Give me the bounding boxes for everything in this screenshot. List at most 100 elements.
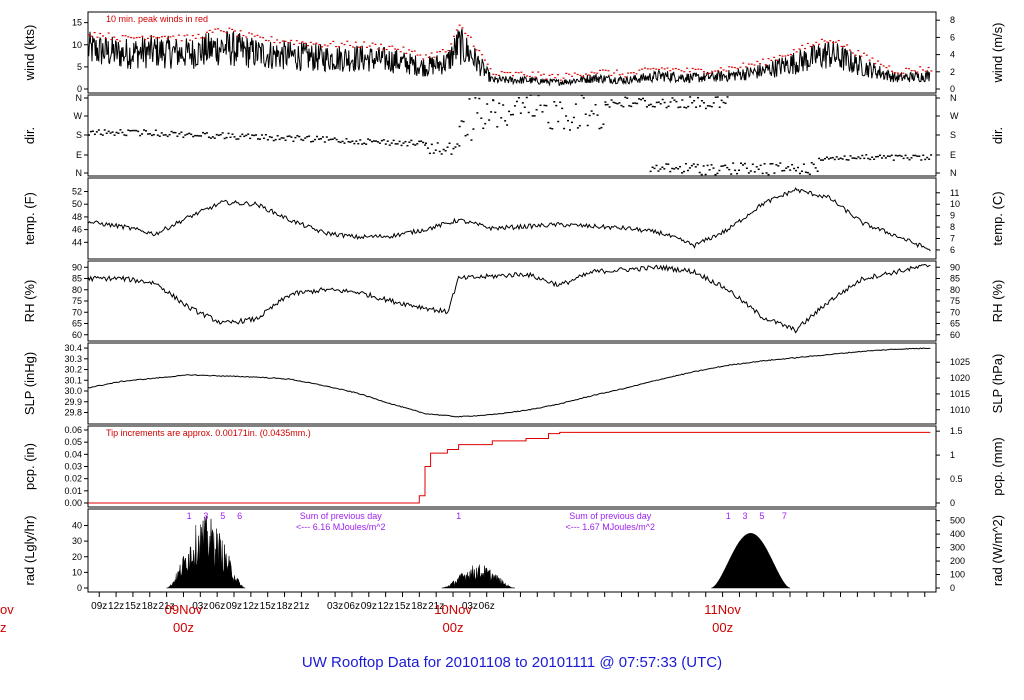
wind-peak-point [102,35,105,37]
direction-point [264,134,267,136]
direction-point [655,164,658,167]
wind-ytick-label-left: 0 [77,84,82,94]
wind-peak-point [927,66,930,69]
wind-peak-point [919,66,922,68]
wind-peak-point [382,48,385,51]
direction-point [916,155,919,157]
sea_level_pressure-ytick-label-left: 30.3 [64,354,82,364]
direction-point [636,102,639,105]
wind-peak-point [528,75,531,78]
direction-point [448,142,451,145]
direction-point [482,127,485,130]
wind-peak-point [141,35,144,37]
direction-point [488,119,491,121]
direction-point [462,120,465,123]
wind-peak-point [495,74,498,76]
direction-frame [87,94,937,177]
direction-point [647,104,650,106]
wind-peak-point [135,37,138,39]
wind-peak-point [658,68,661,71]
direction-ytick-label-left: N [76,168,83,178]
wind-peak-point [767,58,770,60]
direction-point [902,157,905,160]
wind-peak-point [385,48,388,51]
time-tick-label: 03z [192,601,208,612]
radiation-sum-line2: <--- 1.67 MJoules/m^2 [566,522,656,532]
direction-point [718,106,721,108]
precipitation-annotation: Tip increments are approx. 0.00171in. (0… [106,428,311,438]
direction-point [286,135,289,138]
direction-point [667,163,670,165]
direction-point [588,114,591,117]
direction-point [781,170,784,172]
direction-point [677,168,680,170]
direction-point [567,119,570,122]
direction-point [259,138,262,140]
wind-peak-point [587,74,590,76]
direction-point [614,102,617,104]
direction-point [855,157,858,160]
direction-point [877,155,880,158]
direction-point [789,169,792,171]
radiation-ytick-label-right: 500 [950,516,965,526]
direction-point [337,140,340,143]
direction-point [718,169,721,172]
wind-peak-point [410,50,413,53]
wind-peak-point [725,70,728,72]
precipitation-ytick-label-left: 0.05 [64,437,82,447]
direction-point [424,144,427,146]
time-tick-label: 06z [344,601,360,612]
wind-peak-point [812,44,815,46]
direction-point [679,165,682,168]
direction-point [235,138,238,140]
wind-peak-point [570,75,573,77]
direction-point [673,99,676,101]
direction-point [282,137,285,139]
relative_humidity-ytick-label-right: 65 [950,319,960,329]
direction-point [793,167,796,170]
direction-point [231,133,234,135]
direction-point [751,163,754,166]
direction-point [490,111,493,113]
direction-point [722,165,725,167]
direction-point [186,133,189,135]
radiation-ytick-label-left: 30 [72,536,82,546]
direction-point [205,132,208,134]
direction-point [667,105,670,108]
wind-peak-point [537,71,540,73]
direction-point [759,164,762,167]
direction-point [442,148,445,151]
direction-point [837,158,840,160]
direction-point [741,164,744,166]
direction-point [661,166,664,169]
direction-point [168,133,171,136]
wind-peak-point [804,47,807,50]
direction-point [859,157,862,160]
wind-peak-point [801,44,804,47]
wind-peak-point [585,73,588,75]
direction-point [192,135,195,138]
direction-point [129,130,132,132]
wind-peak-point [843,45,846,47]
direction-point [523,106,526,108]
direction-point [406,144,409,147]
direction-point [716,96,719,98]
wind-peak-point [739,66,742,68]
direction-point [414,144,417,146]
direction-point [378,142,381,144]
wind-peak-point [399,51,402,53]
wind-peak-point [629,72,632,74]
direction-point [468,98,471,100]
direction-point [769,163,772,165]
wind-peak-point [335,45,338,48]
wind-peak-point [444,51,447,53]
wind-peak-point [910,70,913,72]
wind-frame [87,11,937,94]
wind-peak-point [138,36,141,39]
direction-point [494,111,497,114]
wind-peak-point [438,51,441,53]
wind-peak-point [90,35,93,37]
wind-peak-point [489,68,492,70]
direction-point [384,143,387,145]
direction-point [657,101,660,103]
